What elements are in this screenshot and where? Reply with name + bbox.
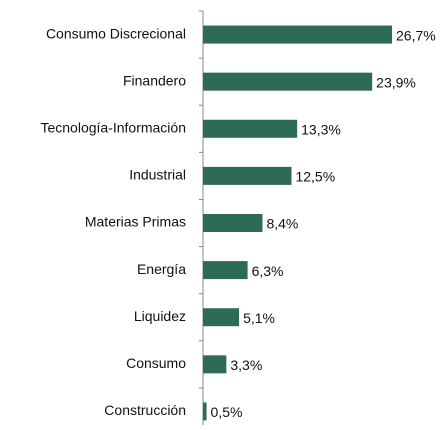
data-label: 26,7% [396,27,436,43]
data-label: 5,1% [243,310,275,326]
data-label: 12,5% [295,169,335,185]
data-label: 13,3% [301,121,341,137]
y-tick-label: Consumo Discrecional [46,25,186,41]
bar [203,25,392,44]
bar [203,355,227,374]
bar [203,166,292,185]
y-tick-label: Liquidez [134,308,186,324]
y-tick-label: Energía [137,261,186,277]
bar [203,214,263,232]
y-tick-label: Tecnología-Información [40,119,186,135]
y-tick-label: Construcción [104,402,186,418]
data-label: 8,4% [266,216,298,232]
data-label: 3,3% [230,357,262,373]
bar [203,308,240,327]
data-label: 0,5% [211,404,243,420]
data-label: 23,9% [376,74,416,90]
bar [203,402,207,421]
y-tick-label: Finandero [123,72,186,88]
y-tick-label: Consumo [126,355,186,371]
y-tick-label: Industrial [129,167,186,183]
bar [203,72,373,91]
data-label: 6,3% [252,263,284,279]
y-tick-label: Materias Primas [85,214,186,230]
bar [203,261,248,280]
bar [203,119,298,138]
